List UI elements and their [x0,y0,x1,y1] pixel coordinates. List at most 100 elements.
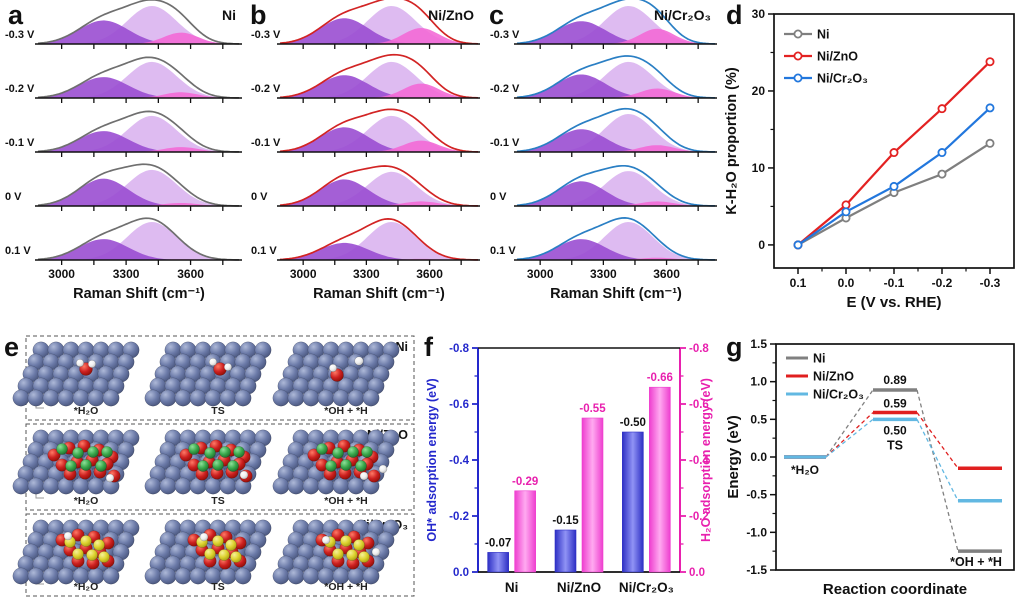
bar-value-label: -0.55 [579,403,606,415]
voltage-label: -0.2 V [490,83,520,95]
H-atom [223,362,233,372]
connector-line [825,412,874,458]
data-point-marker [985,57,995,67]
data-point-marker [937,104,947,114]
raman-subplot: -0.2 V [490,55,717,103]
panel-c-letter: c [489,0,505,30]
Zn-atom [65,460,77,472]
ts-value: 0.89 [883,373,907,387]
raman-peak [38,32,240,44]
panel-f: f 0.0 -0.2 -0.4 -0.6 -0.8 0.0 -0.2 -0.4 -0.6 -0.8… [420,332,722,603]
data-point-marker [937,148,947,158]
surface-atom [272,477,290,495]
surface-atom [189,567,207,585]
state-label: TS [211,405,224,417]
panel-b-letter: b [250,0,267,30]
x-tick-label: 3000 [527,267,554,281]
raman-peak [280,83,478,98]
state-label: TS [211,581,224,593]
Zn-atom [325,460,337,472]
panel-f-letter: f [424,332,433,362]
surface-atom [204,477,222,495]
surface-atom [302,389,320,407]
raman-peak [517,129,715,152]
surface-atom [287,567,305,585]
data-point-marker [841,207,851,217]
surface-atom [27,477,45,495]
raman-peak [38,115,240,152]
surface-atom [72,389,90,407]
x-tick-label: 0.1 [790,276,807,290]
surface-atom [362,389,380,407]
x-tick-label: 3000 [290,267,317,281]
voltage-label: -0.3 V [490,29,520,41]
right-tick-label: 0.0 [689,567,705,579]
raman-subplot: -0.2 V [5,56,242,103]
Cr-atom [332,548,344,560]
state-label: *OH + *H [324,405,367,417]
Cr-atom [98,551,110,563]
row-border [25,335,415,421]
panel-g: g 1.5 1.0 0.5 0.0 -0.5 -1.0 -1.5 0.89 0.59 0.50 TS… [722,332,1024,603]
Zn-atom [227,460,239,472]
right-tick-label: -0.8 [689,343,709,355]
bar-value-label: -0.50 [620,417,646,429]
stage-label: TS [887,438,903,452]
surface-atom [347,477,365,495]
x-axis-title: E (V vs. RHE) [846,294,941,311]
raman-peak [517,21,715,44]
raman-peak [517,145,715,152]
series-line [797,107,991,246]
Zn-atom [95,460,107,472]
raman-peak [38,169,240,206]
H-atom [321,535,331,545]
raman-peak [517,114,715,152]
raman-subplot: 0.1 V [251,218,480,265]
panel-d-canvas: 0 10 20 30 0.1 0.0 -0.1 -0.2 -0.3 E (V vs. RHE) K-… [724,7,1015,311]
x-tick-label: 3300 [590,267,617,281]
category-label: Ni/Cr₂O₃ [619,580,674,595]
Zn-atom [101,446,113,458]
O-atom [307,448,321,462]
raman-peak [280,201,478,206]
voltage-label: -0.2 V [5,83,35,95]
raman-peak [38,147,240,152]
structure-row: Ni*H₂O TS *OH + *H [12,335,415,421]
Cr-atom [212,535,224,547]
data-point-marker [937,169,947,179]
surface-atom [102,389,120,407]
H-atom [87,359,97,369]
state-label: TS [211,495,224,507]
left-tick-label: 0.0 [453,567,469,579]
surface-atom [204,389,222,407]
left-tick-label: -0.6 [449,399,469,411]
x-tick-label: 3300 [353,267,380,281]
Zn-atom [56,443,68,455]
raman-subplot: -0.2 V [251,53,480,103]
raman-envelope [516,107,715,153]
y-tick-label: -1.5 [746,563,767,577]
surface-atom [27,567,45,585]
y-tick-label: 10 [752,161,766,175]
O-atom [330,368,344,382]
right-axis-title: H₂O adsorption energy (eV) [699,378,713,542]
x-tick-label: 3600 [653,267,680,281]
surface-atom [159,477,177,495]
raman-peak [38,92,240,98]
Zn-atom [316,443,328,455]
H-atom [105,473,115,483]
Zn-atom [355,460,367,472]
Zn-atom [72,447,84,459]
surface-atom [144,567,162,585]
voltage-label: 0.1 V [490,245,516,257]
H-atom [208,357,218,367]
raman-envelope [37,0,240,45]
surface-atom [57,567,75,585]
surface-atom [174,477,192,495]
Cr-atom [230,551,242,563]
raman-peak [517,201,715,206]
x-axis-title: Raman Shift (cm⁻¹) [550,286,682,302]
